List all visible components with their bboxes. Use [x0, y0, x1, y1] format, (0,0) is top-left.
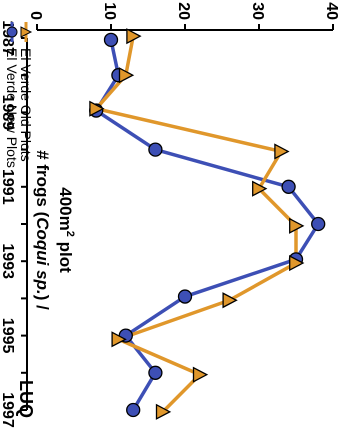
y-label-superscript: 2 [64, 231, 76, 237]
x-tick-label: 1991 [0, 169, 16, 205]
series-line-2 [94, 35, 298, 414]
data-point-old-plots [111, 331, 127, 348]
legend-marker-triangle [20, 26, 33, 38]
legend-label: El Verde New Plots [4, 48, 20, 168]
data-point-old-plots [118, 67, 135, 84]
y-label-part: # frogs ( [33, 150, 52, 217]
y-tick-label: 40 [323, 2, 340, 20]
series-markers [89, 28, 326, 420]
legend-marker-circle [6, 26, 18, 38]
data-point-new-plots [311, 216, 326, 232]
y-tick-label: 20 [175, 2, 192, 20]
y-label-part: ) / [33, 295, 52, 310]
x-tick-label: 1995 [0, 318, 16, 354]
data-point-old-plots [252, 180, 268, 197]
data-point-new-plots [281, 179, 296, 194]
y-label-part: 400m [56, 187, 75, 230]
data-point-new-plots [103, 32, 119, 48]
data-point-new-plots [148, 142, 163, 157]
y-axis-label-line2: 400m2 plot [56, 187, 76, 273]
data-point-old-plots [89, 100, 105, 117]
y-tick-label: 0 [27, 11, 44, 20]
data-point-old-plots [155, 403, 172, 420]
y-tick-label: 10 [101, 2, 118, 20]
y-label-part: plot [56, 237, 75, 273]
data-point-old-plots [222, 292, 238, 309]
panel-label: LUQ [16, 380, 36, 418]
data-point-new-plots [177, 289, 193, 304]
x-tick-label: 1993 [0, 243, 16, 279]
series-lines [94, 35, 320, 414]
y-tick-label: 30 [249, 2, 266, 20]
legend-label: El Verde Old Plots [18, 48, 34, 162]
data-point-old-plots [192, 366, 209, 383]
series-line-1 [94, 39, 320, 411]
data-point-new-plots [148, 365, 163, 380]
y-label-italic: Coqui sp. [33, 217, 52, 294]
x-tick-label: 1997 [0, 392, 16, 428]
data-point-new-plots [126, 402, 141, 418]
data-point-old-plots [289, 217, 305, 234]
data-point-old-plots [289, 254, 305, 272]
data-point-old-plots [126, 28, 142, 45]
x-tick-label: 1989 [0, 95, 16, 131]
y-axis-label-line1: # frogs (Coqui sp.) / [33, 150, 52, 310]
data-point-old-plots [274, 143, 290, 160]
